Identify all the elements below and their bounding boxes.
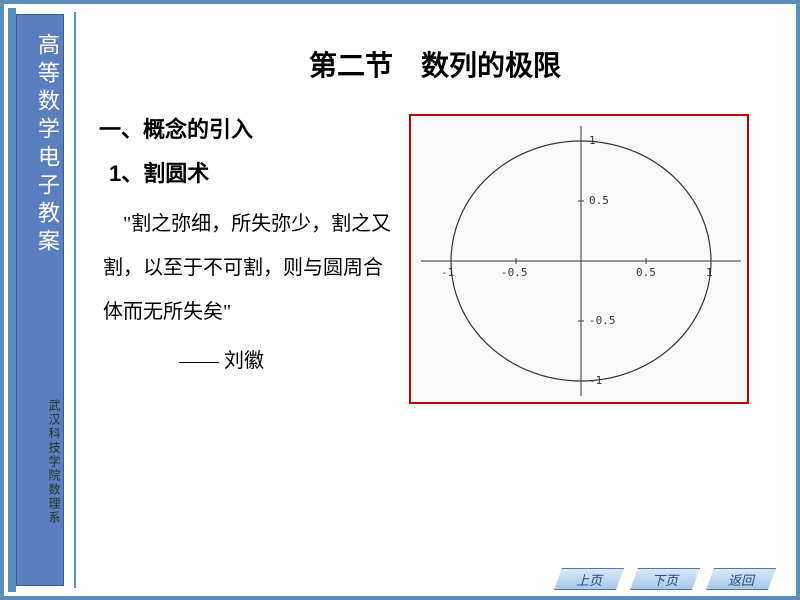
quote-author: —— 刘徽: [179, 344, 399, 373]
sidebar-title: 高等数学电子教案: [17, 15, 63, 257]
back-button[interactable]: 返回: [706, 568, 776, 590]
sidebar-subtitle: 武汉科技学院数理系: [17, 399, 63, 525]
ytick-label: 1: [589, 134, 596, 147]
body-row: 一、概念的引入 1、割圆术 "割之弥细，所失弥少，割之又割，以至于不可割，则与圆…: [84, 104, 786, 404]
xtick-label: -1: [441, 266, 454, 279]
sidebar-panel: 高等数学电子教案 武汉科技学院数理系: [16, 14, 64, 586]
subsection-heading: 1、割圆术: [109, 156, 399, 188]
next-button[interactable]: 下页: [630, 568, 700, 590]
ytick-label: 0.5: [589, 194, 609, 207]
prev-button[interactable]: 上页: [554, 568, 624, 590]
main-content: 第二节 数列的极限 一、概念的引入 1、割圆术 "割之弥细，所失弥少，割之又割，…: [84, 14, 786, 556]
slide-frame: 高等数学电子教案 武汉科技学院数理系 第二节 数列的极限 一、概念的引入 1、割…: [0, 0, 800, 600]
nav-button-bar: 上页 下页 返回: [554, 568, 776, 590]
text-column: 一、概念的引入 1、割圆术 "割之弥细，所失弥少，割之又割，以至于不可割，则与圆…: [99, 104, 399, 404]
chart-svg: [411, 116, 751, 406]
quote-text: "割之弥细，所失弥少，割之又割，以至于不可割，则与圆周合体而无所失矣": [103, 202, 399, 334]
unit-circle-chart: -1 -0.5 0.5 1 -1 -0.5 0.5 1: [409, 114, 749, 404]
chart-column: -1 -0.5 0.5 1 -1 -0.5 0.5 1: [409, 104, 771, 404]
left-accent-bar: [8, 8, 16, 592]
section-heading: 一、概念的引入: [99, 112, 399, 144]
content-divider: [74, 12, 76, 588]
xtick-label: -0.5: [501, 266, 528, 279]
ytick-label: -1: [589, 374, 602, 387]
xtick-label: 1: [706, 266, 713, 279]
page-title: 第二节 数列的极限: [84, 44, 786, 84]
ytick-label: -0.5: [589, 314, 616, 327]
xtick-label: 0.5: [636, 266, 656, 279]
